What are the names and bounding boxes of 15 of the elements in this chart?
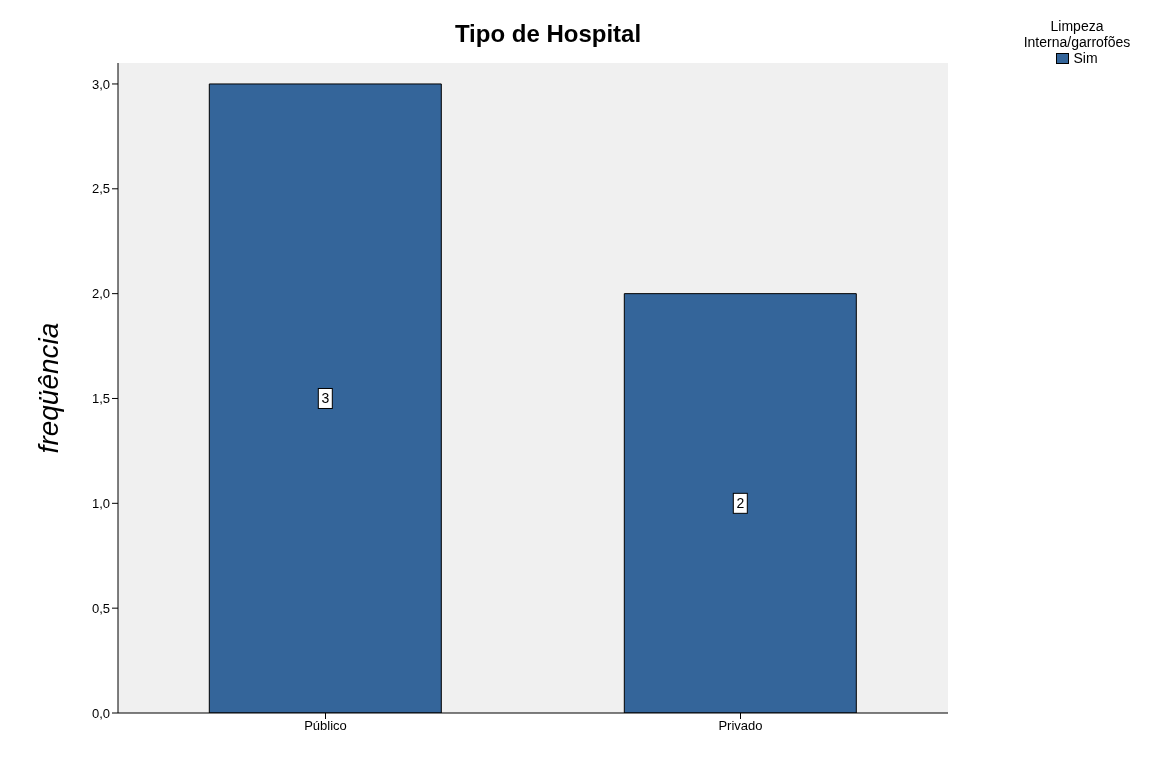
y-tick-label: 2,5 [91,181,110,197]
y-tick-label: 0,0 [91,705,110,721]
x-tick-label: Privado [718,718,763,734]
y-tick-label: 2,0 [91,286,110,302]
y-tick-label: 0,5 [91,600,110,616]
y-tick-label: 3,0 [91,76,110,92]
data-label: 3 [321,390,330,407]
y-tick-label: 1,5 [91,391,110,407]
data-label: 2 [736,495,745,512]
y-axis-title: freqüência [32,322,64,454]
chart-title: Tipo de Hospital [453,20,643,48]
x-tick-label: Público [304,718,347,734]
legend-label: Sim [1073,50,1098,66]
y-tick-label: 1,0 [91,495,110,511]
legend-title: Limpeza Interna/garrofões [1022,18,1132,50]
